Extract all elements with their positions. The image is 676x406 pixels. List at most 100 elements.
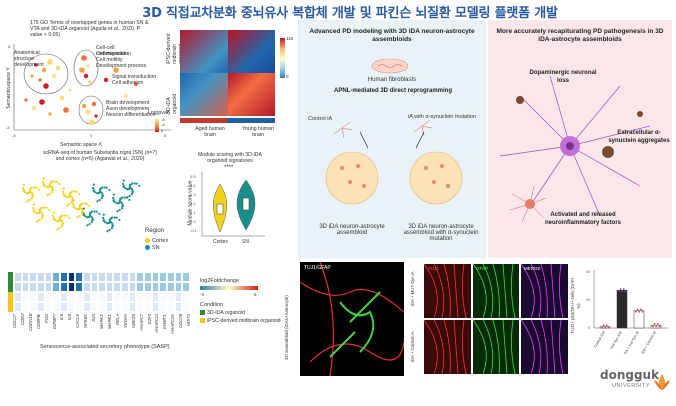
- bar-point: [624, 290, 627, 293]
- scatter-legend-tick-2: 0: [161, 128, 164, 133]
- neuronal-loss-label: Dopaminergic neuronal loss: [529, 70, 597, 84]
- umap-legend-title: Region: [145, 228, 165, 234]
- scatter-point: [30, 74, 34, 78]
- umap-cell: [62, 187, 65, 190]
- micro-panel: [424, 320, 471, 374]
- pd-left-heading: Advanced PD modeling with 3D iDA neuron-…: [309, 28, 475, 43]
- umap-cell: [85, 202, 88, 205]
- sasp-cell: [144, 272, 152, 282]
- pd-right-heading: More accurately recapiturating PD pathog…: [496, 28, 664, 43]
- sasp-cell: [136, 272, 145, 282]
- sasp-cell: [151, 272, 160, 282]
- sasp-cell: [52, 282, 60, 292]
- umap-cell: [98, 212, 101, 216]
- umap-cell: [75, 190, 78, 193]
- ytick-bottom: -8: [6, 125, 10, 130]
- sasp-cell: [113, 282, 122, 292]
- umap-cell: [42, 182, 45, 186]
- scatter-point: [41, 67, 47, 73]
- violin-ytick-3: 0.2: [190, 201, 196, 206]
- scatter-point: [83, 73, 89, 79]
- umap-cell: [67, 195, 70, 199]
- sasp-cell: [29, 302, 37, 312]
- violin-ytick-1: 0.4: [190, 183, 196, 188]
- label-adhesion: Cell adhesion: [112, 80, 144, 86]
- sasp-cell: [98, 272, 106, 282]
- umap-cell: [94, 191, 97, 194]
- sasp-cell: [167, 272, 175, 282]
- umap-cell: [89, 211, 92, 214]
- umap-cell: [86, 224, 89, 227]
- umap-cell: [64, 195, 67, 198]
- sasp-cell: [82, 302, 91, 312]
- scatter-point: [124, 94, 128, 98]
- sasp-cell: [59, 282, 68, 292]
- umap-cell: [88, 204, 91, 208]
- micro-col-gfap: GFAP: [476, 266, 489, 271]
- sasp-xlabel: Senescence-associated secretory phenotyp…: [40, 344, 170, 350]
- violin-caption: Module scoring with 3D-iDA organoid sign…: [197, 152, 262, 164]
- bar-1: [616, 290, 628, 329]
- label-cell-migration: Cell migration: [96, 51, 128, 57]
- umap-cell: [133, 182, 136, 185]
- sasp-cell: [44, 272, 53, 282]
- umap-cell: [87, 215, 90, 219]
- umap-cell: [44, 185, 47, 188]
- sasp-legend-bar: [200, 286, 258, 290]
- sasp-cell: [167, 282, 175, 292]
- scatter-point: [51, 73, 57, 79]
- sasp-cell: [90, 272, 99, 282]
- umap-cell: [90, 221, 94, 224]
- umap-cell: [37, 211, 40, 215]
- bar-point: [656, 323, 659, 325]
- umap-cell: [115, 202, 119, 205]
- umap-cell: [88, 222, 91, 226]
- umap-cell: [30, 197, 34, 200]
- umap-cell: [80, 213, 84, 216]
- umap-cell: [117, 201, 120, 205]
- umap-cell: [52, 211, 55, 214]
- scatter-point: [68, 88, 72, 92]
- umap-cell: [31, 192, 34, 196]
- sasp-gene-label: MAPK3: [99, 314, 105, 329]
- umap-cell: [101, 192, 104, 196]
- umap-cell: [33, 186, 36, 189]
- sasp-gene-label: UBE2S: [130, 314, 136, 329]
- sasp-cell: [90, 282, 99, 292]
- umap-cell: [118, 218, 121, 222]
- bar-point: [621, 290, 624, 293]
- umap-cell: [72, 199, 75, 202]
- micro-panel: [521, 320, 568, 374]
- micro-panel: [472, 320, 520, 374]
- label-young: Young human brain: [242, 126, 274, 138]
- umap-cell: [21, 186, 25, 190]
- sasp-cell: [36, 272, 45, 282]
- sasp-cell: [29, 292, 37, 302]
- sasp-cell: [44, 302, 53, 312]
- bar-point: [601, 326, 603, 329]
- umap-cell: [111, 225, 114, 228]
- ytick-mid: 0: [8, 84, 11, 89]
- umap-cell: [122, 179, 125, 182]
- sasp-cell: [174, 292, 183, 302]
- umap-cell: [50, 191, 54, 194]
- scatter-legend-tick-0: -8: [161, 117, 165, 122]
- bar-ytick-1: 20: [586, 297, 591, 302]
- umap-cell: [61, 190, 65, 194]
- sasp-legend-max: 6: [254, 292, 257, 297]
- umap-cell: [126, 196, 129, 199]
- umap-cell: [111, 222, 114, 226]
- scatter-point: [39, 99, 45, 105]
- scatter-point: [38, 78, 42, 82]
- umap-cell: [60, 225, 64, 228]
- sasp-cell: [75, 302, 83, 312]
- micro-side-label: 3D assembloid (iDAs+Astrocyte): [284, 295, 289, 360]
- legend-cortex: Cortex: [152, 238, 169, 244]
- umap-cell: [71, 196, 74, 200]
- scatter-point: [31, 105, 37, 111]
- go-scatter-plot: 8 0 -8 -8 0 8: [6, 44, 171, 138]
- sasp-gene-label: CDC27: [12, 314, 17, 329]
- micro-panel: [521, 264, 568, 318]
- umap-cell: [70, 201, 74, 204]
